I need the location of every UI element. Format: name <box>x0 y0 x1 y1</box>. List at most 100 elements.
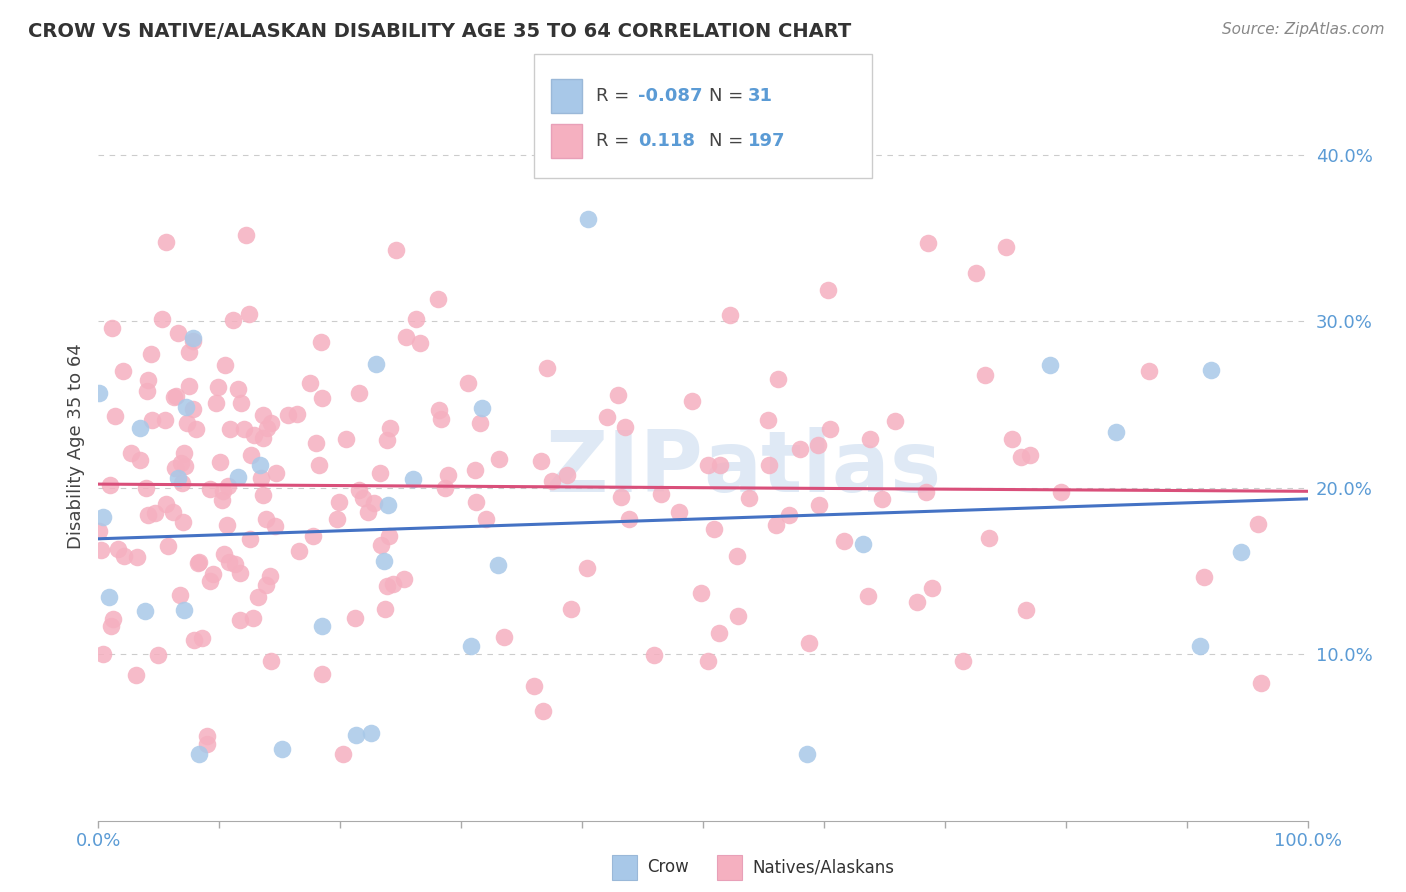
Point <box>540 474 562 488</box>
Point <box>229 396 252 410</box>
Point <box>311 666 333 681</box>
Point <box>285 407 308 421</box>
Point <box>91 647 114 661</box>
Point <box>905 595 928 609</box>
Point <box>170 475 193 490</box>
Point <box>789 442 811 457</box>
Point <box>100 619 122 633</box>
Text: R =: R = <box>596 87 630 105</box>
Point <box>370 538 392 552</box>
Point <box>366 358 388 372</box>
Point <box>308 458 330 473</box>
Point <box>202 566 225 581</box>
Point <box>136 384 159 398</box>
Point <box>426 292 449 306</box>
Point <box>995 240 1018 254</box>
Point <box>872 491 894 506</box>
Point <box>606 388 628 402</box>
Point <box>177 345 200 359</box>
Point <box>249 458 271 473</box>
Point <box>162 504 184 518</box>
Point <box>385 243 408 257</box>
Point <box>378 529 401 543</box>
Point <box>1199 362 1222 376</box>
Point <box>256 421 278 435</box>
Point <box>260 654 283 668</box>
Point <box>375 433 398 447</box>
Point <box>1039 358 1062 372</box>
Point <box>818 422 841 436</box>
Point <box>765 517 787 532</box>
Point <box>197 730 219 744</box>
Point <box>374 602 396 616</box>
Point <box>155 235 177 250</box>
Point <box>311 619 333 633</box>
Point <box>187 557 209 571</box>
Point <box>87 386 110 401</box>
Point <box>218 422 240 436</box>
Point <box>464 462 486 476</box>
Point <box>368 467 391 481</box>
Point <box>1230 545 1253 559</box>
Point <box>681 394 703 409</box>
Point <box>1018 448 1040 462</box>
Point <box>181 334 204 348</box>
Point <box>302 529 325 543</box>
Point <box>377 498 399 512</box>
Point <box>100 477 122 491</box>
Point <box>718 308 741 322</box>
Point <box>165 390 187 404</box>
Point <box>378 421 401 435</box>
Point <box>696 458 718 472</box>
Text: N =: N = <box>709 87 742 105</box>
Point <box>347 483 370 497</box>
Point <box>1192 570 1215 584</box>
Point <box>690 586 713 600</box>
Point <box>127 550 149 565</box>
Point <box>200 574 222 588</box>
Point <box>104 409 127 423</box>
Point <box>156 539 179 553</box>
Point <box>263 518 285 533</box>
Point <box>90 543 112 558</box>
Point <box>852 537 875 551</box>
Point <box>807 437 830 451</box>
Point <box>218 555 240 569</box>
Point <box>464 494 486 508</box>
Point <box>434 482 457 496</box>
Point <box>239 448 262 462</box>
Point <box>141 412 163 426</box>
Point <box>138 373 160 387</box>
Point <box>494 630 516 644</box>
Point <box>1010 450 1032 465</box>
Point <box>758 458 780 472</box>
Text: 197: 197 <box>748 132 786 150</box>
Point <box>427 403 450 417</box>
Point <box>409 336 432 351</box>
Point <box>725 549 748 564</box>
Text: atlas: atlas <box>703 427 941 510</box>
Point <box>344 728 367 742</box>
Point <box>207 380 229 394</box>
Point <box>134 604 156 618</box>
Point <box>343 611 366 625</box>
Point <box>120 446 142 460</box>
Point <box>437 468 460 483</box>
Point <box>222 313 245 327</box>
Point <box>91 510 114 524</box>
Point <box>576 211 599 226</box>
Text: R =: R = <box>596 132 630 150</box>
Point <box>560 602 582 616</box>
Point <box>1015 603 1038 617</box>
Point <box>377 579 399 593</box>
Point <box>187 556 209 570</box>
Point <box>617 512 640 526</box>
Point <box>727 608 749 623</box>
Point <box>167 471 190 485</box>
Point <box>242 611 264 625</box>
Point <box>328 495 350 509</box>
Point <box>111 364 134 378</box>
Point <box>228 566 250 581</box>
Point <box>259 569 281 583</box>
Point <box>756 413 779 427</box>
